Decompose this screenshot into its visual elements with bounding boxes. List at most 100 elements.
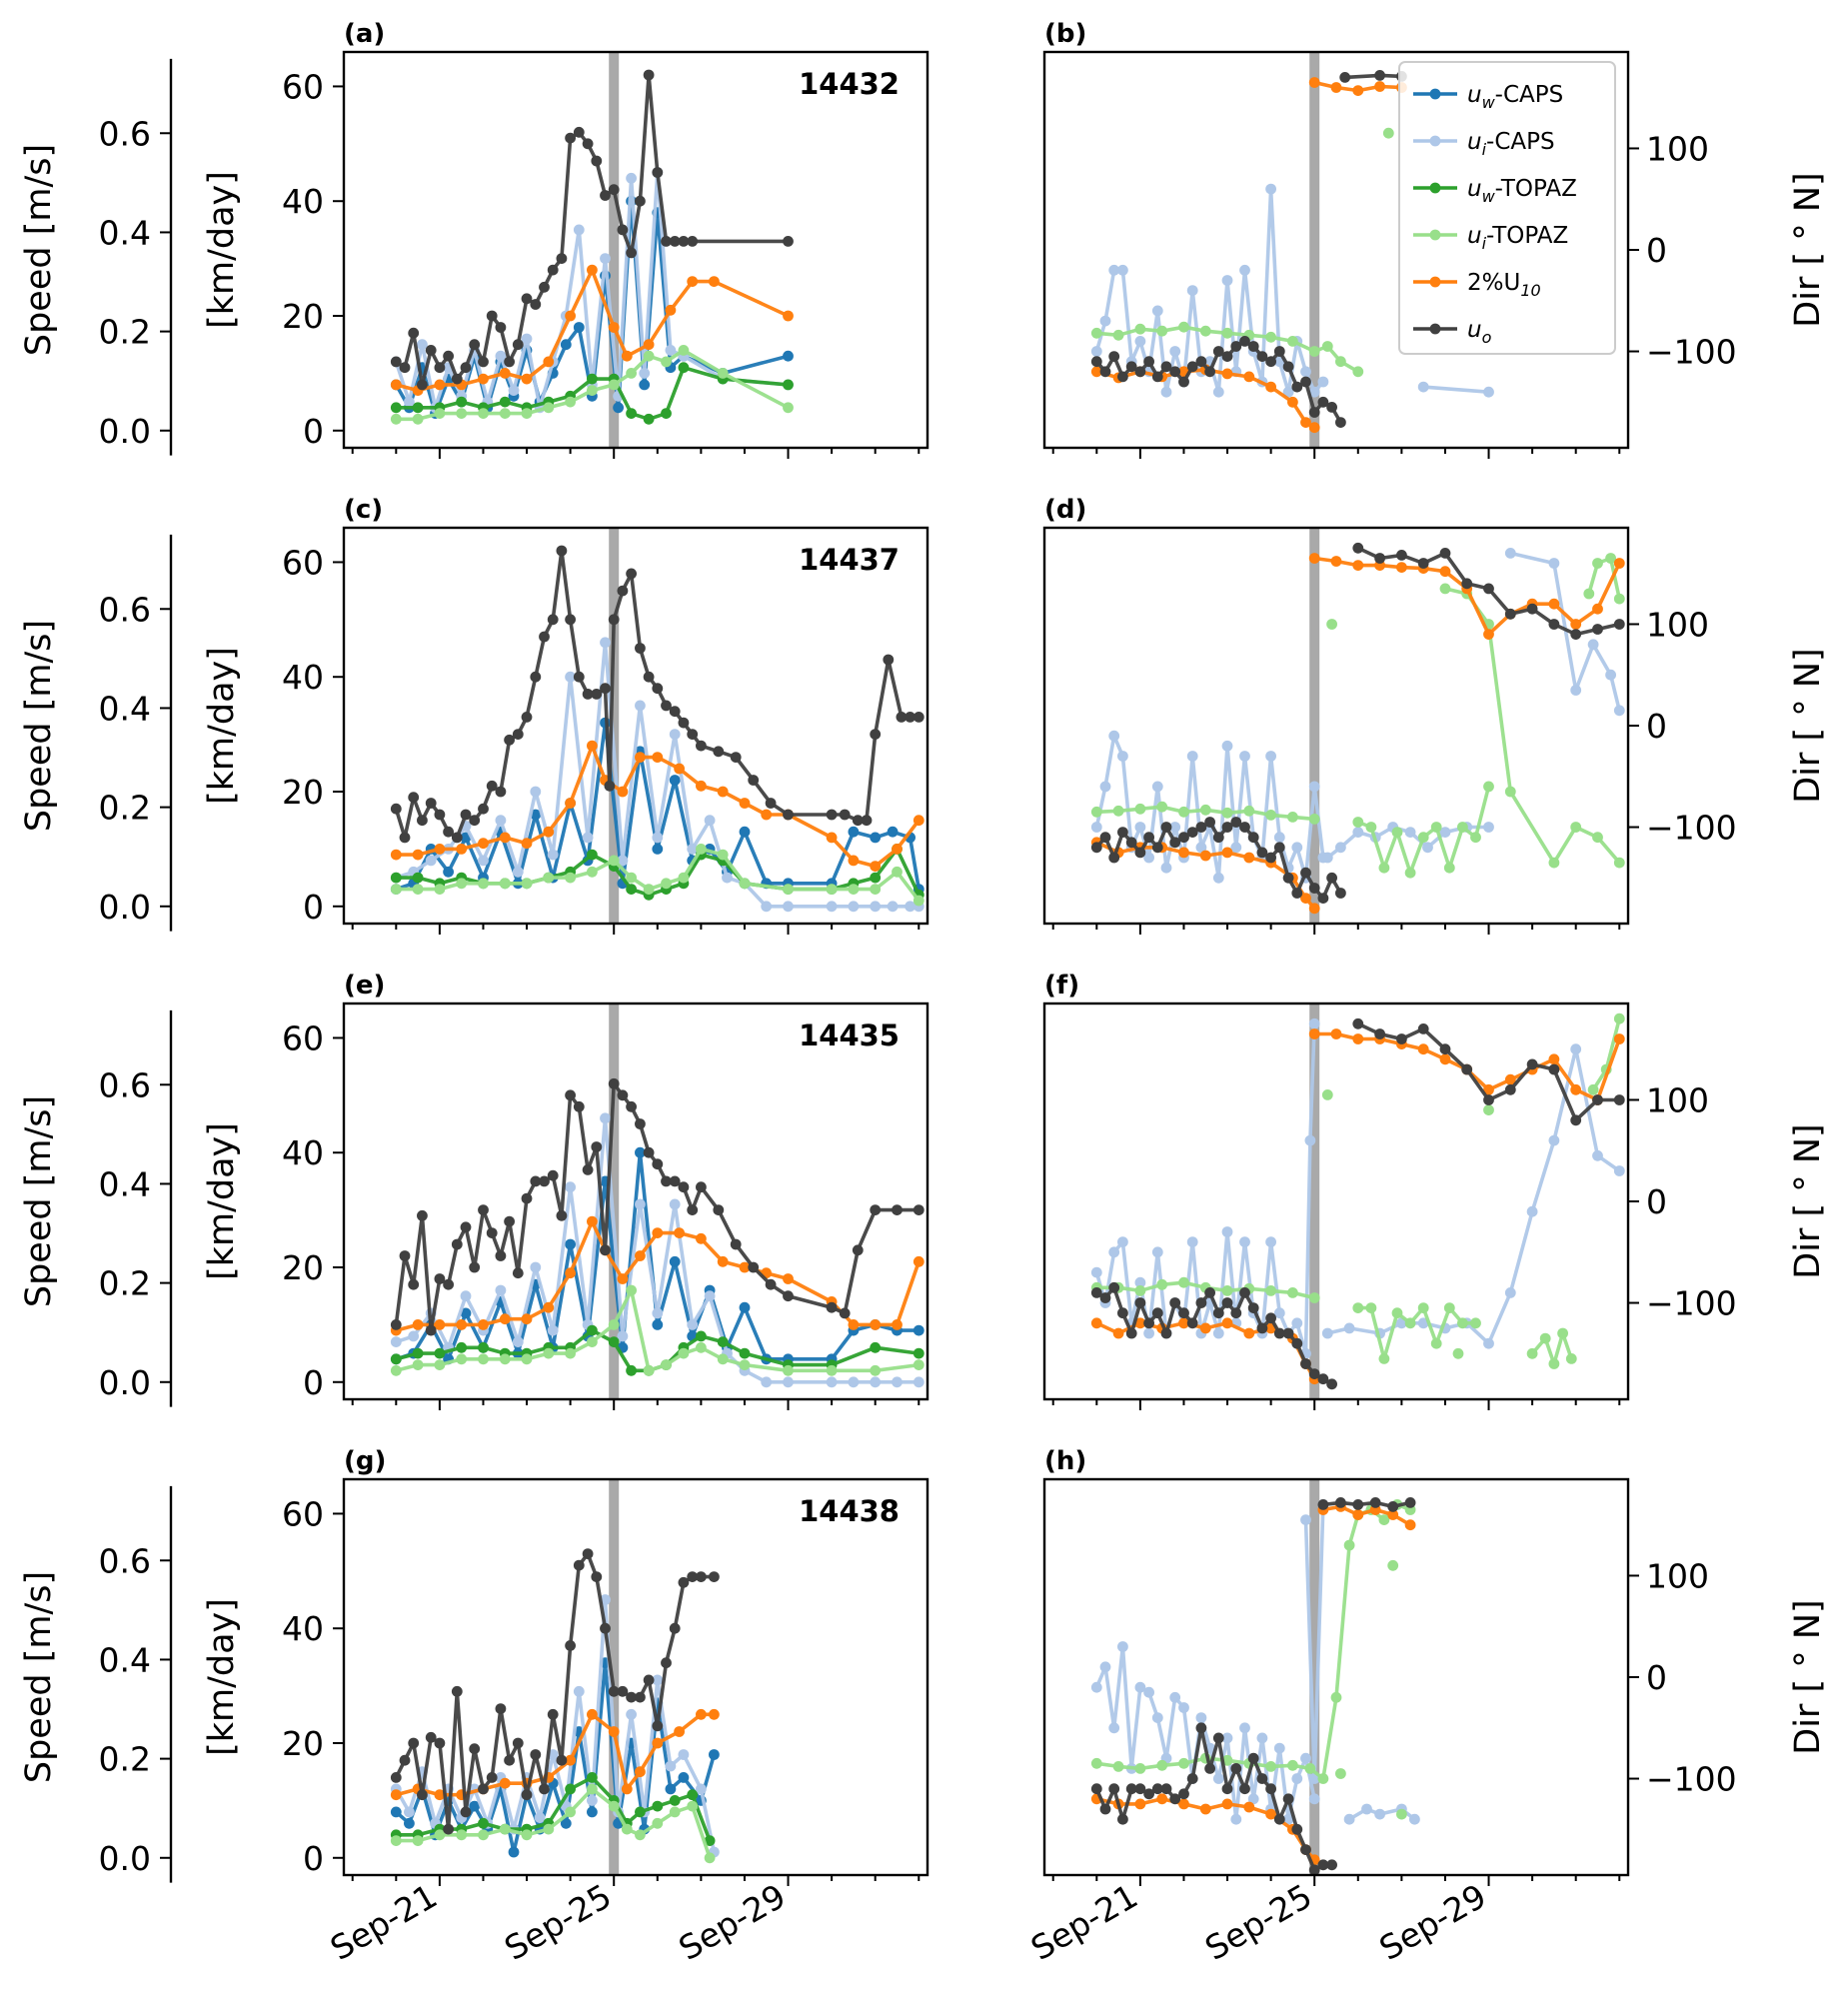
dir-u_i-CAPS-point xyxy=(1239,264,1250,276)
speed-u_i-TOPAZ-point xyxy=(543,872,555,884)
dir-u_i-CAPS-point xyxy=(1300,1514,1311,1525)
dir-u_i-CAPS-point xyxy=(1291,1773,1303,1784)
speed-u_o-point xyxy=(556,545,568,557)
dir-u_o-point xyxy=(1108,351,1120,362)
dir-u_i-TOPAZ-point xyxy=(1134,803,1146,815)
dir-u_i-CAPS-point xyxy=(1108,264,1120,276)
km-axis-label: [km/day] xyxy=(202,1598,242,1756)
speed-u_w-TOPAZ-point xyxy=(587,373,598,385)
dir-u_i-CAPS-point xyxy=(1151,305,1163,317)
dir-u_i-TOPAZ-point xyxy=(1335,1768,1346,1779)
dir-u_i-TOPAZ-point xyxy=(1439,583,1451,595)
speed-2%U10-point xyxy=(635,752,646,763)
speed-u_w-CAPS-point xyxy=(404,1817,415,1829)
dir-u_o-point xyxy=(1300,867,1311,879)
legend-subscript: w xyxy=(1482,93,1496,112)
speed-panel-3 xyxy=(342,1002,929,1401)
speed-u_i-TOPAZ-point xyxy=(390,413,402,425)
speed-u_o-point xyxy=(635,1118,646,1129)
speed-u_o-point xyxy=(504,356,515,368)
dir-u_i-CAPS-line xyxy=(1423,385,1489,394)
dir-u_o-point xyxy=(1265,356,1276,368)
legend-base: u xyxy=(1467,317,1482,343)
dir-u_i-TOPAZ-point xyxy=(1112,329,1124,341)
speed-u_o-point xyxy=(556,1209,568,1221)
dir-u_o-point xyxy=(1326,1378,1337,1390)
speed-u_w-TOPAZ-point xyxy=(412,872,424,884)
speed-u_o-point xyxy=(748,775,760,786)
speed-u_o-point xyxy=(521,1192,533,1204)
dir-u_o-point xyxy=(1369,1497,1381,1508)
speed-u_i-CAPS-point xyxy=(687,1319,699,1330)
ms-tick-label: 0.4 xyxy=(99,689,151,728)
dir-u_o-point xyxy=(1335,888,1346,899)
dir-u_i-TOPAZ-point xyxy=(1343,1539,1355,1551)
series-u_w-TOPAZ xyxy=(390,1772,716,1846)
dir-u_o-point xyxy=(1108,852,1120,864)
dir-u_i-CAPS-point xyxy=(1256,1732,1268,1744)
series-u_i-TOPAZ xyxy=(390,1284,924,1376)
dir-axis-label: Dir [ ° N] xyxy=(1788,648,1828,803)
dir-u_o-point xyxy=(1169,366,1181,378)
speed-u_w-TOPAZ-point xyxy=(456,396,468,408)
dir-u_i-CAPS-point xyxy=(1304,1134,1316,1146)
dir-u_o-point xyxy=(1169,837,1181,849)
dir-u_i-TOPAZ-point xyxy=(1156,325,1168,337)
speed-u_i-CAPS-point xyxy=(408,1330,420,1342)
speed-u_i-CAPS-point xyxy=(669,1198,681,1210)
speed-u_w-TOPAZ-point xyxy=(626,884,637,895)
speed-2%U10-point xyxy=(434,1789,446,1801)
speed-u_o-point xyxy=(460,1806,472,1818)
dir-tick-label: 0 xyxy=(1646,231,1667,270)
speed-u_i-CAPS-point xyxy=(678,1749,690,1760)
dir-u_o-point xyxy=(1108,1281,1120,1293)
dir-u_i-TOPAZ-point xyxy=(1287,1287,1298,1298)
speed-u_i-CAPS-point xyxy=(404,1806,415,1818)
speed-u_o-point xyxy=(390,356,402,368)
dir-u_i-TOPAZ-point xyxy=(1112,1761,1124,1772)
speed-u_i-TOPAZ-point xyxy=(456,1829,468,1841)
speed-u_o-point xyxy=(783,809,794,821)
speed-u_o-point xyxy=(652,167,664,178)
dir-2%U10-point xyxy=(1613,558,1625,569)
dir-u_o-point xyxy=(1282,361,1294,373)
speed-u_w-CAPS-point xyxy=(390,1806,402,1818)
speed-2%U10-point xyxy=(870,861,882,872)
dir-u_o-point xyxy=(1300,1844,1311,1855)
speed-u_w-TOPAZ-point xyxy=(412,1347,424,1359)
dir-u_o-point xyxy=(1291,381,1303,393)
dir-u_i-TOPAZ-point xyxy=(1365,1302,1377,1313)
dir-2%U10-point xyxy=(1374,81,1385,92)
dir-u_i-TOPAZ-point xyxy=(1391,1307,1403,1319)
dir-u_o-point xyxy=(1239,1783,1250,1795)
speed-u_i-TOPAZ-point xyxy=(892,866,903,878)
speed-u_o-point xyxy=(408,1278,420,1290)
panel-label: (c) xyxy=(344,495,383,525)
dir-2%U10-point xyxy=(1221,847,1233,859)
km-tick-label: 40 xyxy=(282,658,324,697)
buoy-id-label: 14438 xyxy=(799,1494,900,1528)
speed-u_o-point xyxy=(434,1737,446,1749)
speed-u_w-CAPS-point xyxy=(613,402,624,414)
speed-u_w-CAPS-point xyxy=(669,775,681,786)
panel-label: (a) xyxy=(344,19,385,49)
dir-u_o-point xyxy=(1151,842,1163,854)
speed-u_i-TOPAZ-point xyxy=(848,884,860,895)
speed-2%U10-point xyxy=(696,1232,707,1244)
dir-u_i-TOPAZ-point xyxy=(1321,1089,1333,1100)
dir-u_i-TOPAZ-point xyxy=(1557,1327,1568,1339)
speed-u_o-point xyxy=(635,195,646,207)
dir-u_i-TOPAZ-point xyxy=(1613,1012,1625,1024)
speed-2%U10-point xyxy=(621,1783,633,1795)
dir-u_o-point xyxy=(1186,1317,1198,1329)
speed-u_w-CAPS-point xyxy=(887,826,899,838)
dir-u_i-TOPAZ-point xyxy=(1404,1317,1416,1329)
dir-2%U10-point xyxy=(1504,1073,1516,1085)
speed-u_w-TOPAZ-point xyxy=(669,1795,681,1806)
ms-axis-label: Speed [m/s] xyxy=(19,1571,59,1783)
dir-u_o-point xyxy=(1282,1327,1294,1339)
speed-u_i-CAPS-point xyxy=(573,1685,585,1697)
dir-u_o-point xyxy=(1178,832,1189,844)
legend-entry-label: ui-CAPS xyxy=(1467,129,1555,159)
speed-u_o-point xyxy=(696,740,707,752)
